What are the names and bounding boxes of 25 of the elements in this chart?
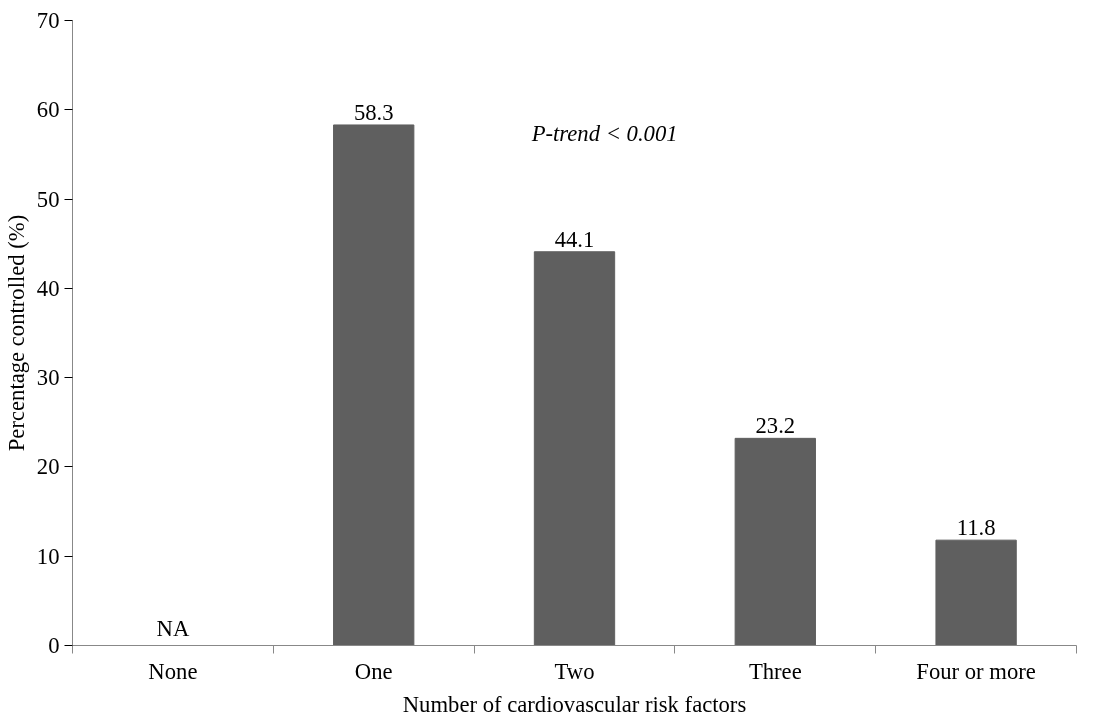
y-tick-label: 20 <box>36 454 60 480</box>
data-label: 11.8 <box>956 515 996 541</box>
x-tick-label: None <box>148 658 198 684</box>
annotation: P-trend < 0.001 <box>530 120 678 146</box>
bar <box>734 437 816 646</box>
bar <box>533 251 616 646</box>
x-tick-label: Three <box>748 658 802 684</box>
bar <box>333 124 415 646</box>
y-tick-label: 0 <box>48 633 60 658</box>
y-tick-label: 60 <box>36 97 60 123</box>
y-tick-label: 30 <box>36 365 60 391</box>
y-tick-label: 40 <box>36 275 60 301</box>
data-label: 58.3 <box>353 99 394 125</box>
x-tick-label: Four or more <box>916 658 1036 684</box>
y-axis-title: Percentage controlled (%) <box>3 214 29 452</box>
data-label: 44.1 <box>554 226 595 252</box>
y-tick-label: 50 <box>36 186 60 212</box>
x-tick-label: One <box>354 658 393 684</box>
y-tick-label: 70 <box>36 8 60 33</box>
x-tick-label: Two <box>554 658 595 684</box>
text: NA <box>156 615 190 641</box>
y-tick-label: 10 <box>36 543 60 569</box>
data-label: 23.2 <box>755 413 796 439</box>
bar <box>935 539 1017 646</box>
x-axis-title: Number of cardiovascular risk factors <box>402 691 747 717</box>
